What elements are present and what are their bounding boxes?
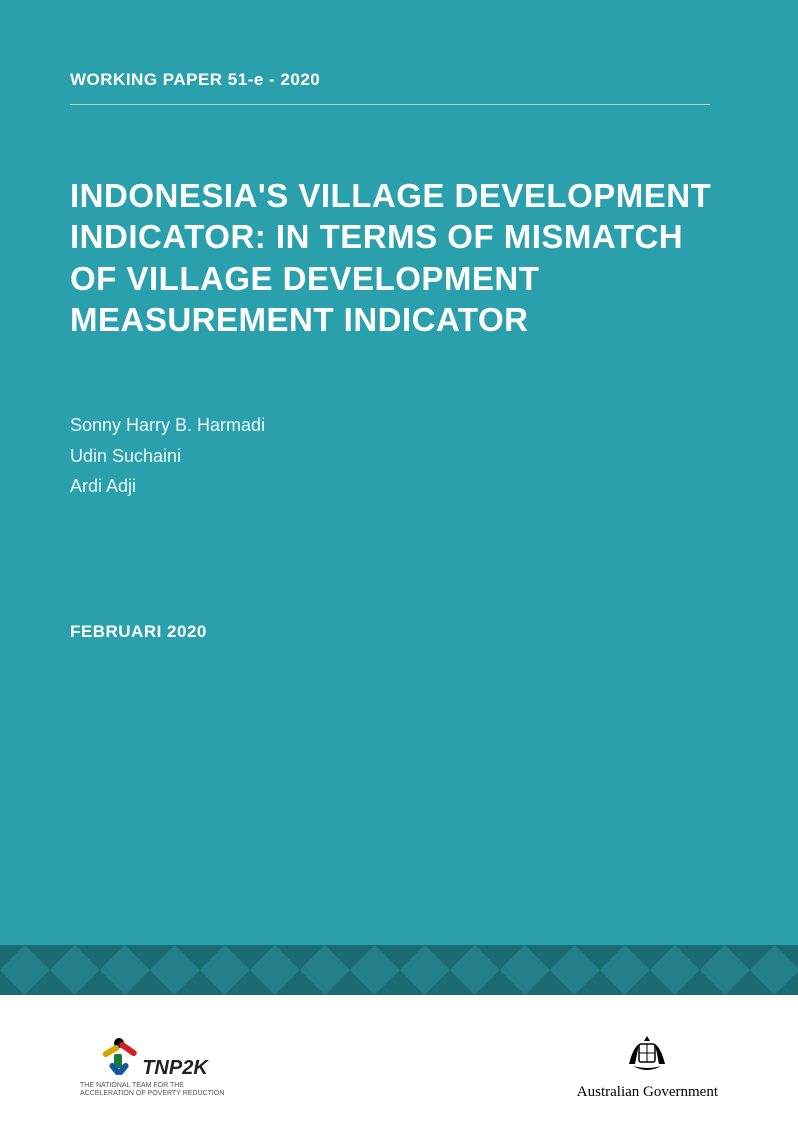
- footer-logo-bar: TNP2K THE NATIONAL TEAM FOR THE ACCELERA…: [0, 995, 798, 1140]
- tnp2k-figure-icon: [102, 1038, 136, 1080]
- report-cover-page: WORKING PAPER 51-e - 2020 INDONESIA'S VI…: [0, 0, 798, 1140]
- author-list: Sonny Harry B. Harmadi Udin Suchaini Ard…: [70, 410, 728, 502]
- crest-icon: [619, 1034, 675, 1080]
- author-name: Udin Suchaini: [70, 441, 728, 472]
- australian-government-logo: Australian Government: [577, 1034, 718, 1101]
- author-name: Sonny Harry B. Harmadi: [70, 410, 728, 441]
- series-label: WORKING PAPER 51-e - 2020: [70, 70, 728, 90]
- divider: [70, 104, 710, 105]
- tnp2k-mark: TNP2K: [102, 1038, 208, 1080]
- decorative-pattern-strip: [0, 945, 798, 995]
- report-title: INDONESIA'S VILLAGE DEVELOPMENT INDICATO…: [70, 175, 728, 340]
- australian-government-label: Australian Government: [577, 1084, 718, 1101]
- author-name: Ardi Adji: [70, 471, 728, 502]
- tnp2k-wordmark: TNP2K: [142, 1057, 208, 1080]
- publication-date: FEBRUARI 2020: [70, 622, 728, 642]
- tnp2k-logo: TNP2K THE NATIONAL TEAM FOR THE ACCELERA…: [80, 1038, 230, 1097]
- tnp2k-subline: THE NATIONAL TEAM FOR THE ACCELERATION O…: [80, 1082, 230, 1097]
- cover-panel: WORKING PAPER 51-e - 2020 INDONESIA'S VI…: [0, 0, 798, 945]
